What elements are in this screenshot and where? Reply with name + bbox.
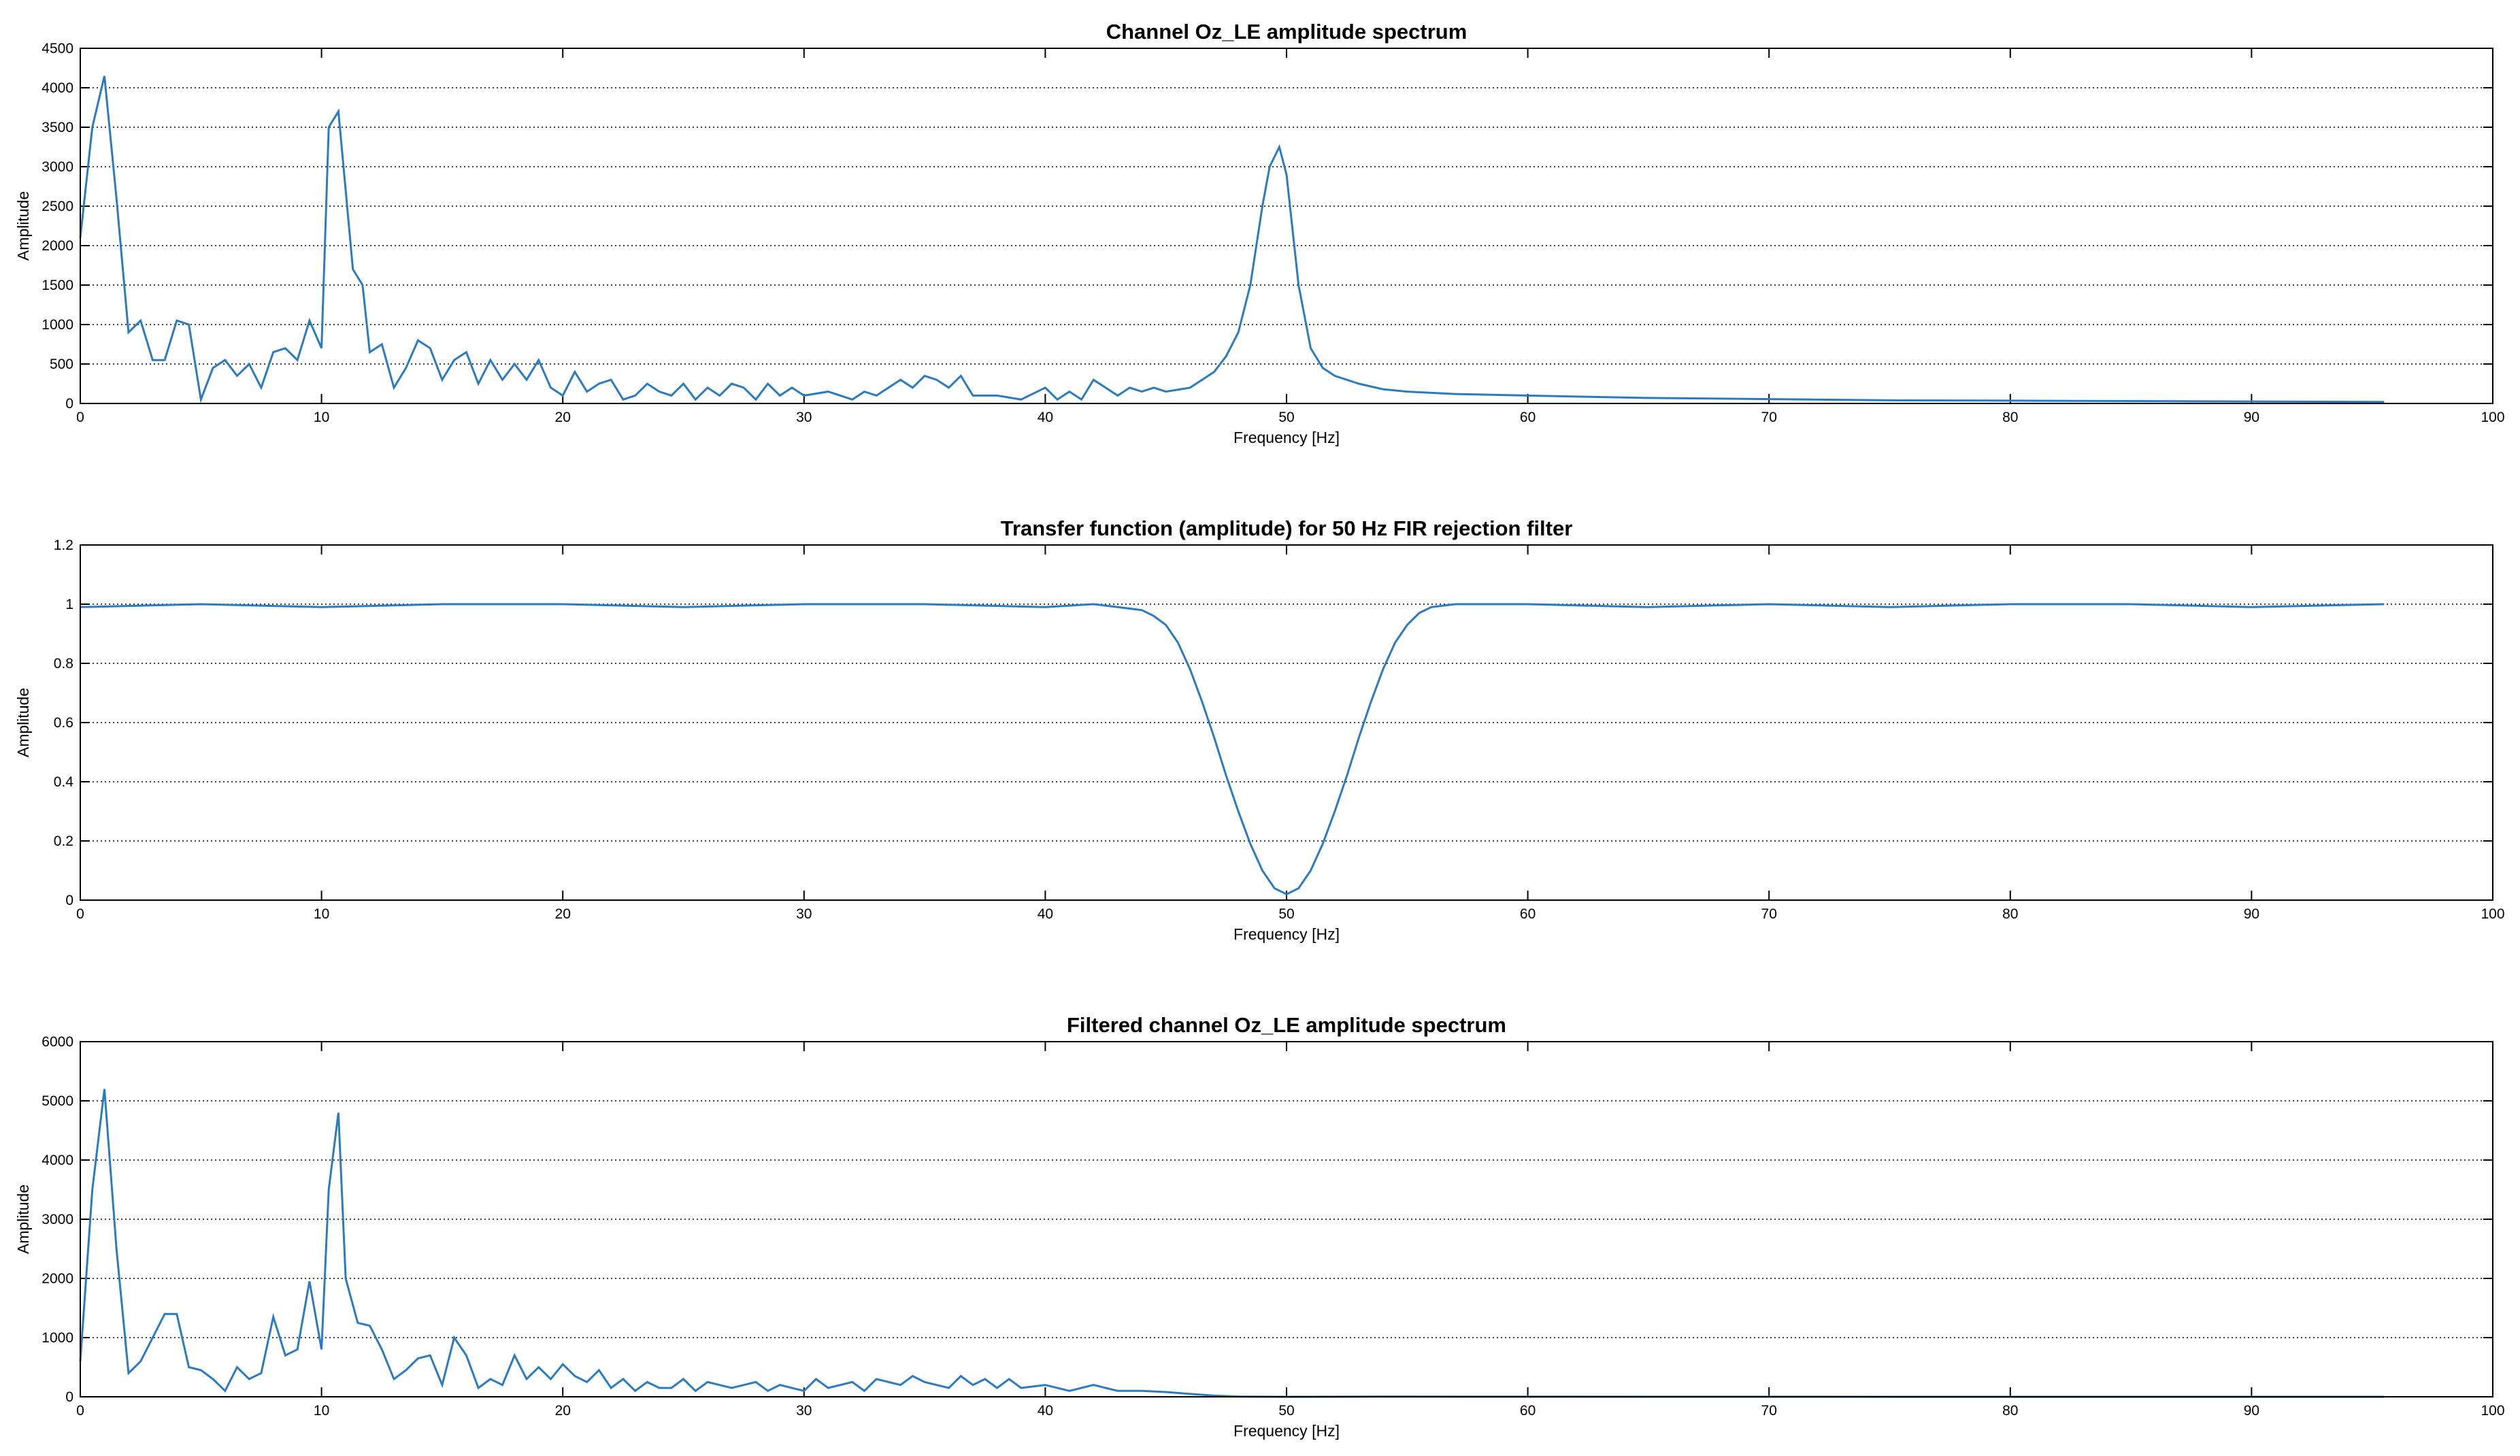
y-axis-label: Amplitude: [14, 688, 32, 757]
plot-area: [80, 545, 2493, 900]
x-tick-label: 30: [796, 906, 812, 922]
x-tick-label: 90: [2244, 906, 2259, 922]
x-tick-label: 50: [1278, 410, 1294, 425]
x-tick-label: 100: [2481, 410, 2504, 425]
axes-box: [80, 544, 2493, 901]
y-tick-label: 0: [65, 1389, 73, 1405]
plot-area: [80, 48, 2493, 403]
y-tick-label: 1000: [42, 317, 73, 333]
x-tick-label: 90: [2244, 1403, 2259, 1419]
y-tick-label: 0: [65, 893, 73, 908]
x-tick-label: 100: [2481, 906, 2504, 922]
x-tick-label: 80: [2002, 410, 2018, 425]
axes-box: [80, 1041, 2493, 1397]
x-tick-label: 40: [1038, 1403, 1053, 1419]
y-tick-label: 4000: [42, 80, 73, 96]
x-axis-label: Frequency [Hz]: [1233, 429, 1340, 446]
data-line: [79, 1089, 2385, 1398]
x-tick-label: 0: [76, 906, 84, 922]
x-tick-label: 30: [796, 410, 812, 425]
x-axis-label: Frequency [Hz]: [1233, 1422, 1340, 1440]
plot-area: [80, 1042, 2493, 1397]
x-tick-label: 70: [1761, 906, 1777, 922]
axes-box: [80, 48, 2493, 404]
y-tick-label: 5000: [42, 1093, 73, 1109]
data-line: [80, 603, 2385, 895]
x-tick-label: 0: [76, 410, 84, 425]
x-tick-label: 30: [796, 1403, 812, 1419]
x-tick-label: 20: [555, 410, 571, 425]
y-tick-label: 2500: [42, 199, 73, 214]
subplot: 0 500 1000 1500 2000 2500 3000 3500 4000 4500 0 10 2…: [14, 20, 2505, 446]
x-tick-label: 10: [314, 906, 329, 922]
y-tick-label: 4000: [42, 1153, 73, 1168]
y-tick-label: 1: [65, 597, 73, 612]
y-tick-label: 0.6: [54, 715, 73, 731]
x-tick-label: 90: [2244, 410, 2259, 425]
x-tick-label: 0: [76, 1403, 84, 1419]
y-tick-label: 3500: [42, 120, 73, 135]
x-tick-label: 40: [1038, 906, 1053, 922]
x-tick-label: 60: [1520, 1403, 1536, 1419]
x-axis-label: Frequency [Hz]: [1233, 925, 1340, 943]
x-tick-label: 20: [555, 906, 571, 922]
x-tick-label: 60: [1520, 906, 1536, 922]
y-tick-label: 6000: [42, 1034, 73, 1050]
x-tick-label: 100: [2481, 1403, 2504, 1419]
x-tick-label: 50: [1278, 906, 1294, 922]
y-tick-label: 0: [65, 396, 73, 412]
y-tick-label: 0.2: [54, 833, 73, 849]
data-line: [79, 76, 2385, 403]
y-tick-label: 0.4: [54, 774, 74, 790]
x-tick-label: 10: [314, 410, 329, 425]
y-tick-label: 1000: [42, 1330, 73, 1346]
x-tick-label: 40: [1038, 410, 1053, 425]
y-tick-label: 2000: [42, 1271, 73, 1287]
y-tick-label: 3000: [42, 1212, 73, 1227]
y-tick-label: 4500: [42, 41, 73, 56]
y-axis-label: Amplitude: [14, 1185, 32, 1254]
y-tick-label: 3000: [42, 159, 73, 175]
chart-title: Filtered channel Oz_LE amplitude spectru…: [1067, 1013, 1506, 1037]
x-tick-label: 60: [1520, 410, 1536, 425]
x-tick-label: 50: [1278, 1403, 1294, 1419]
y-tick-label: 2000: [42, 238, 73, 254]
y-tick-label: 1.2: [54, 537, 73, 553]
x-tick-label: 80: [2002, 1403, 2018, 1419]
y-axis-label: Amplitude: [14, 191, 32, 261]
x-tick-label: 70: [1761, 1403, 1777, 1419]
y-tick-label: 500: [50, 357, 73, 372]
y-tick-label: 0.8: [54, 656, 73, 672]
subplot: 0 1000 2000 3000 4000 5000 6000 0 10 20 30 40 50 60 70…: [14, 1013, 2505, 1440]
chart-title: Transfer function (amplitude) for 50 Hz …: [1001, 516, 1573, 540]
y-tick-label: 1500: [42, 278, 73, 293]
x-tick-label: 10: [314, 1403, 329, 1419]
chart-title: Channel Oz_LE amplitude spectrum: [1106, 20, 1468, 44]
x-tick-label: 20: [555, 1403, 571, 1419]
x-tick-label: 70: [1761, 410, 1777, 425]
x-tick-label: 80: [2002, 906, 2018, 922]
subplot: 0 0.2 0.4 0.6 0.8 1 1.2 0 10 20 30 40 50 60 70 80 90 100 T…: [14, 516, 2505, 943]
